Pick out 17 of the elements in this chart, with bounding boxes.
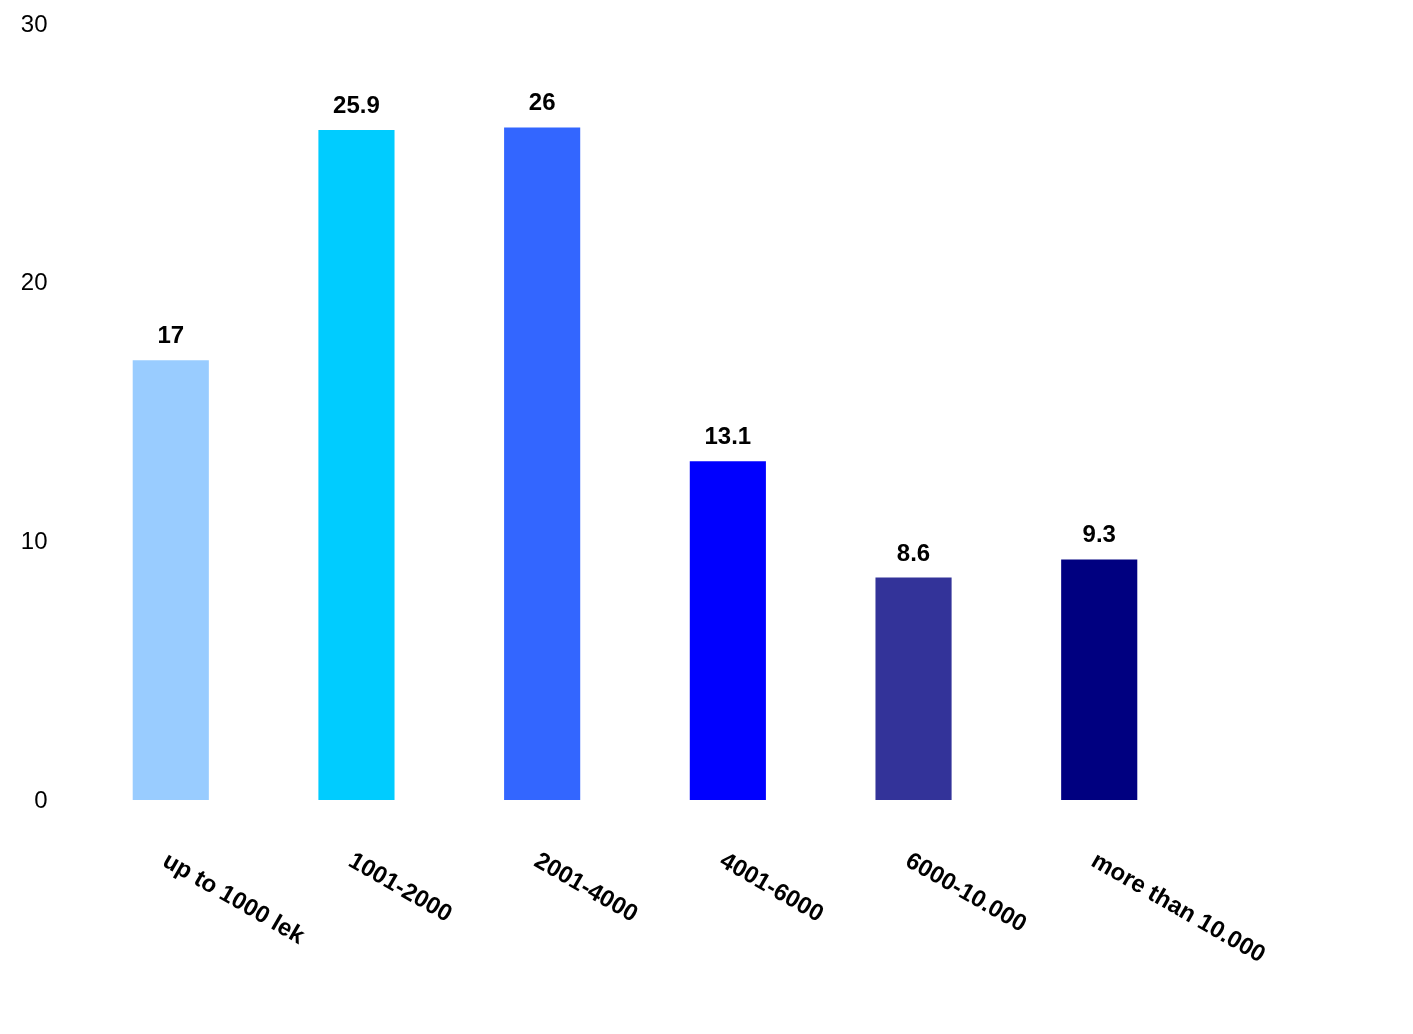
data-label: 8.6 (896, 538, 931, 566)
data-label: 9.3 (1082, 520, 1116, 548)
data-label: 13.1 (704, 422, 752, 450)
x-tick-label: up to 1000 lek (158, 845, 311, 949)
data-label: 17 (157, 321, 185, 349)
y-tick-label: 0 (34, 785, 48, 813)
data-label: 26 (528, 88, 556, 116)
bar (132, 360, 209, 800)
bar (689, 461, 766, 800)
y-tick-label: 30 (20, 9, 48, 37)
y-tick-label: 20 (20, 268, 48, 296)
bar (504, 127, 581, 800)
bar (318, 130, 395, 800)
y-tick-label: 10 (20, 526, 48, 554)
data-label: 25.9 (333, 91, 380, 119)
bar (875, 577, 952, 800)
bar (1061, 559, 1138, 800)
